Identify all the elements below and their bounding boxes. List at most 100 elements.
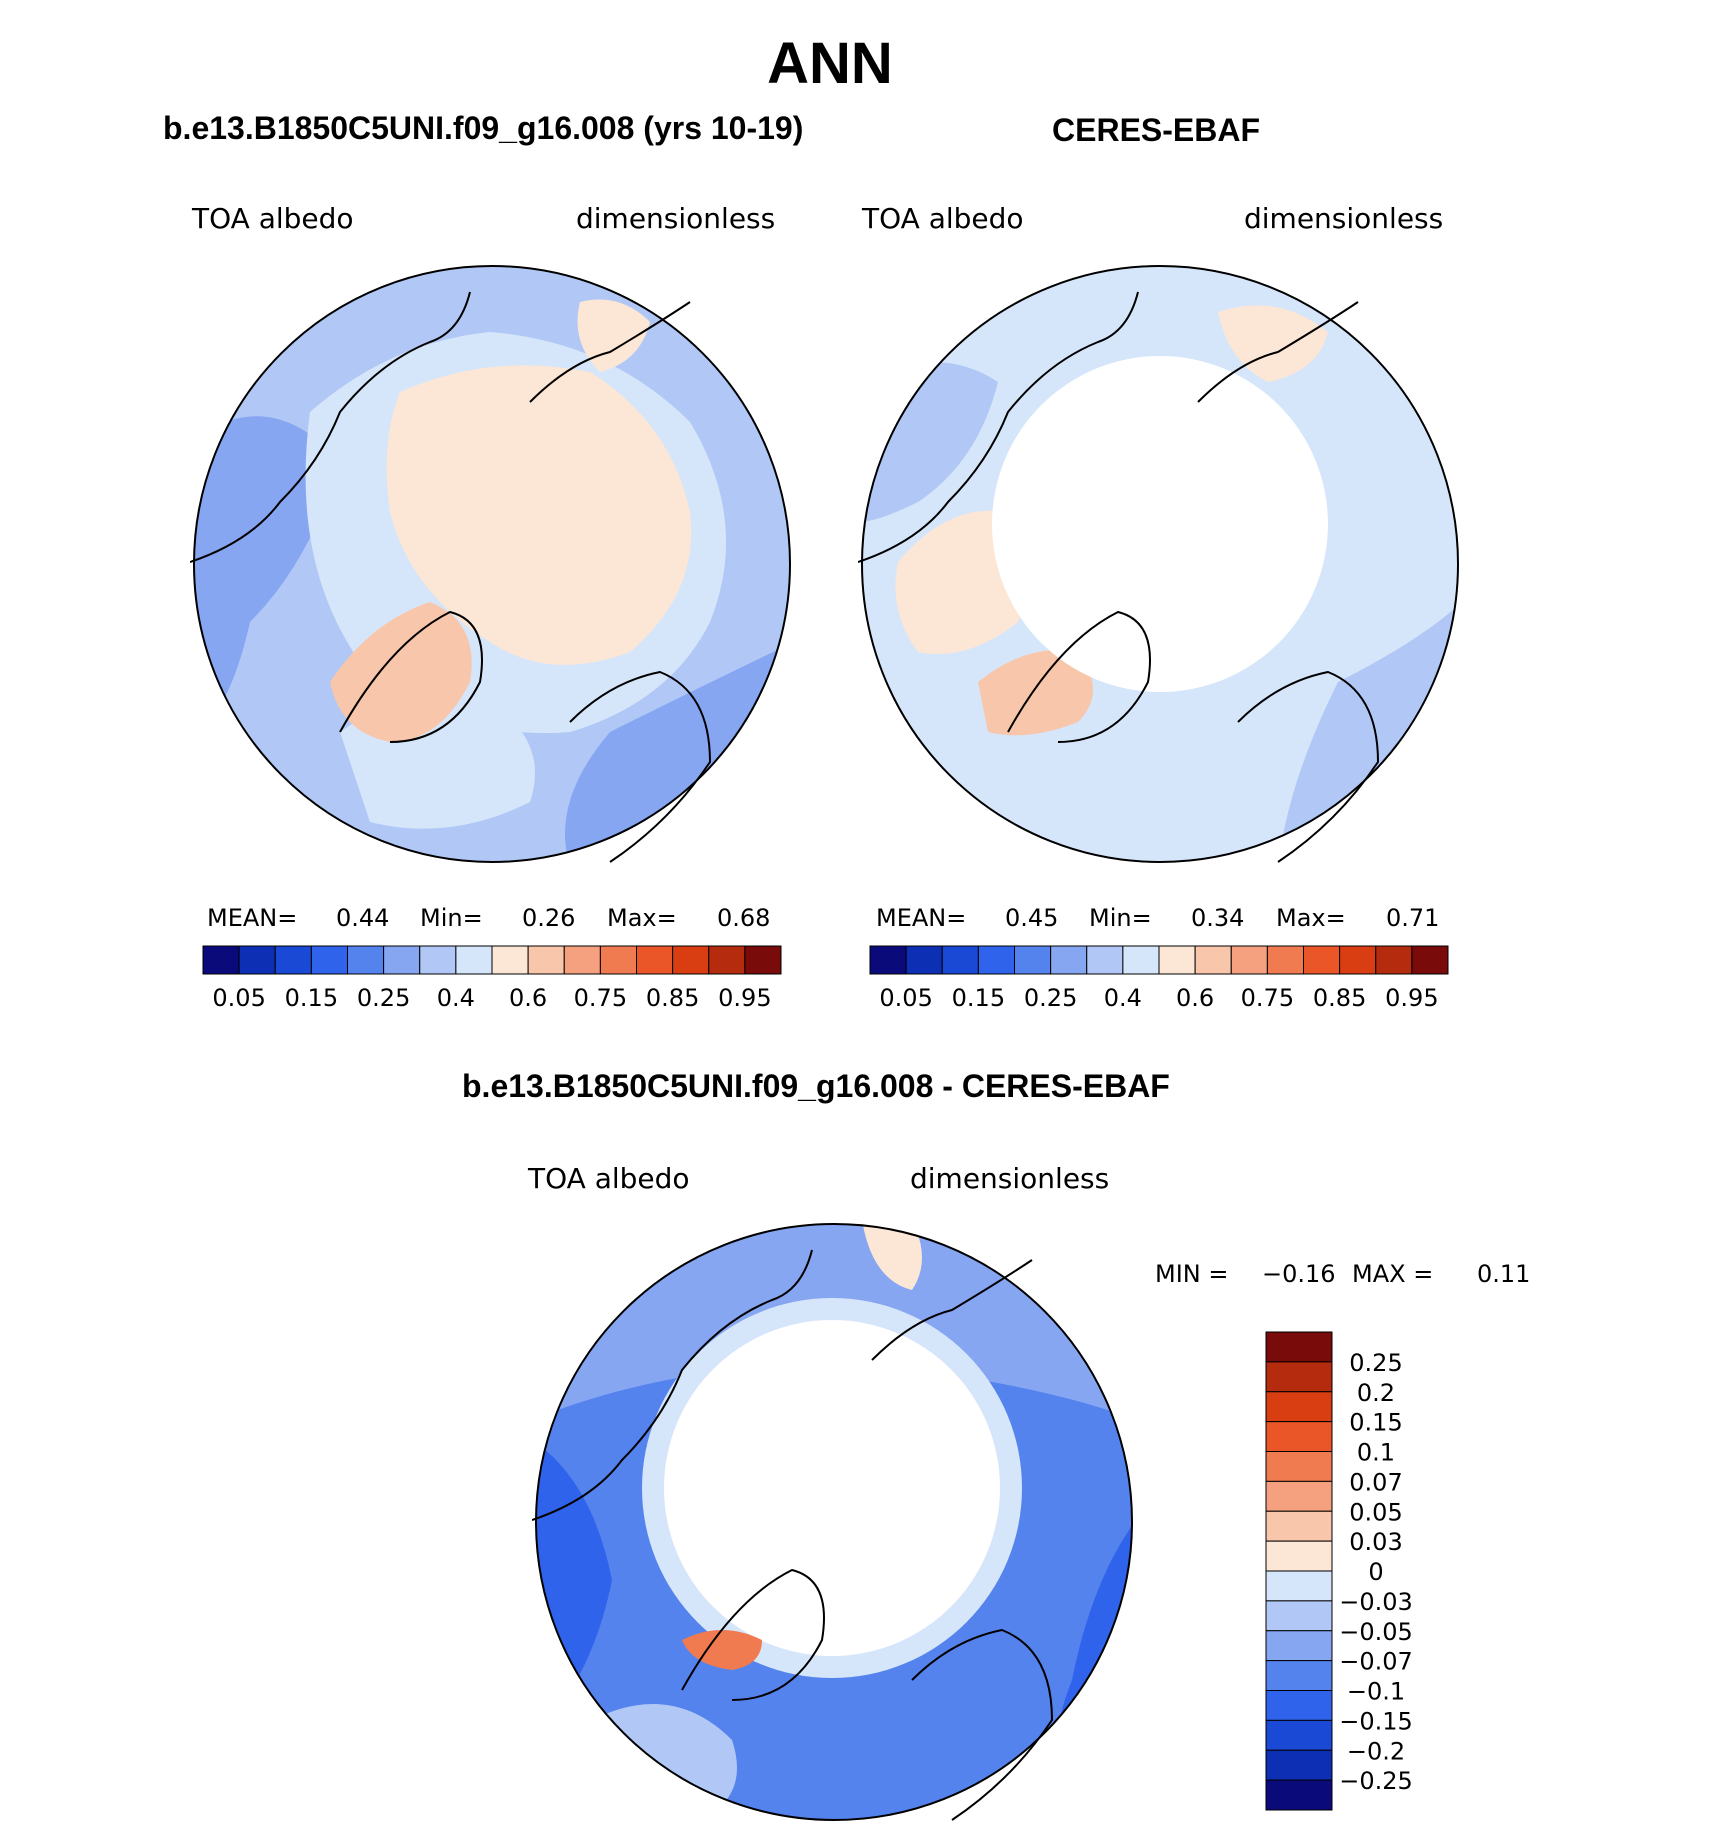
colorbar3-swatch bbox=[1265, 1630, 1333, 1662]
colorbar1-swatch bbox=[491, 945, 529, 975]
panel2-mean-value: 0.45 bbox=[1005, 904, 1059, 932]
colorbar3-swatch bbox=[1265, 1331, 1333, 1363]
panel2-title: CERES-EBAF bbox=[1052, 112, 1261, 148]
colorbar2-tick-label: 0.15 bbox=[952, 984, 1005, 1012]
colorbar3-swatch bbox=[1265, 1480, 1333, 1512]
colorbar1-swatch bbox=[347, 945, 385, 975]
panel1-mean-label: MEAN= bbox=[207, 904, 298, 932]
panel3-variable: TOA albedo bbox=[528, 1162, 690, 1195]
panel2-variable: TOA albedo bbox=[862, 202, 1024, 235]
colorbar3-tick-label: 0.2 bbox=[1357, 1379, 1395, 1407]
colorbar2-tick-label: 0.95 bbox=[1385, 984, 1438, 1012]
colorbar1-tick-label: 0.4 bbox=[437, 984, 475, 1012]
colorbar1-tick-label: 0.05 bbox=[212, 984, 265, 1012]
colorbar1-swatch bbox=[310, 945, 348, 975]
map1-low-albedo-atlantic-west bbox=[194, 416, 340, 742]
panel3-title: b.e13.B1850C5UNI.f09_g16.008 - CERES-EBA… bbox=[462, 1068, 1170, 1104]
panel3-min-label: MIN = bbox=[1155, 1260, 1229, 1288]
colorbar3-swatch bbox=[1265, 1779, 1333, 1811]
colorbar3-swatch bbox=[1265, 1570, 1333, 1602]
colorbar3-swatch bbox=[1265, 1600, 1333, 1632]
colorbar2-swatch bbox=[869, 945, 907, 975]
map-panel1 bbox=[190, 265, 791, 863]
colorbar3-tick-label: 0.05 bbox=[1349, 1498, 1402, 1526]
panel1-max-value: 0.68 bbox=[717, 904, 771, 932]
panel1-units: dimensionless bbox=[576, 202, 776, 235]
panel3-max-value: 0.11 bbox=[1477, 1260, 1531, 1288]
colorbar2-swatch bbox=[941, 945, 979, 975]
colorbar1-swatch bbox=[238, 945, 276, 975]
map3-frame bbox=[535, 1223, 1133, 1821]
colorbar1-swatch bbox=[455, 945, 493, 975]
map2-coastlines bbox=[858, 291, 1380, 863]
colorbar3-swatch bbox=[1265, 1660, 1333, 1691]
colorbar-panel1: 0.05 0.15 0.25 0.4 0.6 0.75 0.85 0.95 bbox=[202, 945, 782, 1012]
panel2-max-value: 0.71 bbox=[1386, 904, 1440, 932]
colorbar2-swatch bbox=[1411, 945, 1449, 975]
colorbar1-swatch bbox=[274, 945, 312, 975]
colorbar2-swatch bbox=[1122, 945, 1160, 975]
panel1-max-label: Max= bbox=[607, 904, 677, 932]
colorbar-panel3: 0.250.20.150.10.070.050.030−0.03−0.05−0.… bbox=[1265, 1331, 1413, 1811]
colorbar1-tick-label: 0.15 bbox=[285, 984, 338, 1012]
colorbar1-swatch bbox=[744, 945, 782, 975]
map3-positive-greenland bbox=[682, 1630, 762, 1670]
colorbar3-tick-label: −0.15 bbox=[1339, 1707, 1413, 1735]
map1-greenland-high-albedo bbox=[330, 602, 472, 742]
colorbar3-swatch bbox=[1265, 1540, 1333, 1572]
colorbar2-swatch bbox=[1339, 945, 1377, 975]
colorbar3-tick-label: −0.07 bbox=[1339, 1648, 1413, 1676]
colorbar2-swatch bbox=[1230, 945, 1268, 975]
map2-siberia-high-albedo bbox=[1218, 305, 1328, 382]
map2-missing-data-mask bbox=[992, 356, 1328, 692]
colorbar1-swatch bbox=[202, 945, 240, 975]
panel3-units: dimensionless bbox=[910, 1162, 1110, 1195]
colorbar1-swatch bbox=[708, 945, 746, 975]
colorbar1-swatch bbox=[599, 945, 637, 975]
map2-frame bbox=[861, 265, 1459, 863]
map3-missing-data-mask bbox=[664, 1320, 1000, 1656]
colorbar3-tick-label: −0.2 bbox=[1347, 1737, 1405, 1765]
colorbar3-tick-label: 0.03 bbox=[1349, 1528, 1402, 1556]
colorbar2-swatch bbox=[1266, 945, 1304, 975]
colorbar3-tick-label: 0.25 bbox=[1349, 1349, 1402, 1377]
colorbar2-swatch bbox=[1375, 945, 1413, 975]
colorbar1-tick-label: 0.85 bbox=[646, 984, 699, 1012]
panel2-mean-label: MEAN= bbox=[876, 904, 967, 932]
colorbar3-tick-label: 0.07 bbox=[1349, 1468, 1402, 1496]
colorbar1-swatch bbox=[527, 945, 565, 975]
colorbar3-swatch bbox=[1265, 1451, 1333, 1482]
map2-greenland-high-albedo bbox=[978, 650, 1093, 736]
colorbar1-swatch bbox=[563, 945, 601, 975]
map1-arctic-high-albedo bbox=[386, 365, 692, 665]
colorbar3-tick-label: −0.05 bbox=[1339, 1618, 1413, 1646]
colorbar3-swatch bbox=[1265, 1421, 1333, 1452]
panel3-min-value: −0.16 bbox=[1262, 1260, 1336, 1288]
colorbar1-swatch bbox=[672, 945, 710, 975]
map-panel3 bbox=[532, 1223, 1133, 1821]
colorbar3-swatch bbox=[1265, 1361, 1333, 1393]
colorbar1-swatch bbox=[419, 945, 457, 975]
colorbar1-swatch bbox=[636, 945, 674, 975]
colorbar3-tick-label: −0.25 bbox=[1339, 1767, 1413, 1795]
colorbar3-tick-label: 0.1 bbox=[1357, 1439, 1395, 1467]
colorbar1-tick-label: 0.95 bbox=[718, 984, 771, 1012]
colorbar2-swatch bbox=[1050, 945, 1088, 975]
colorbar2-tick-label: 0.6 bbox=[1176, 984, 1214, 1012]
colorbar2-swatch bbox=[905, 945, 943, 975]
map3-coastlines bbox=[532, 1249, 1054, 1821]
panel3-max-label: MAX = bbox=[1352, 1260, 1434, 1288]
panel1-min-value: 0.26 bbox=[522, 904, 576, 932]
map-panel2 bbox=[858, 265, 1459, 863]
colorbar2-tick-label: 0.4 bbox=[1104, 984, 1142, 1012]
colorbar2-swatch bbox=[1194, 945, 1232, 975]
panel1-min-label: Min= bbox=[420, 904, 483, 932]
colorbar1-swatch bbox=[383, 945, 421, 975]
panel2-max-label: Max= bbox=[1276, 904, 1346, 932]
map3-positive-north bbox=[862, 1224, 922, 1290]
colorbar2-swatch bbox=[1158, 945, 1196, 975]
colorbar3-swatch bbox=[1265, 1690, 1333, 1721]
map1-siberia-high-albedo bbox=[577, 299, 650, 372]
colorbar3-swatch bbox=[1265, 1510, 1333, 1542]
colorbar3-swatch bbox=[1265, 1719, 1333, 1751]
